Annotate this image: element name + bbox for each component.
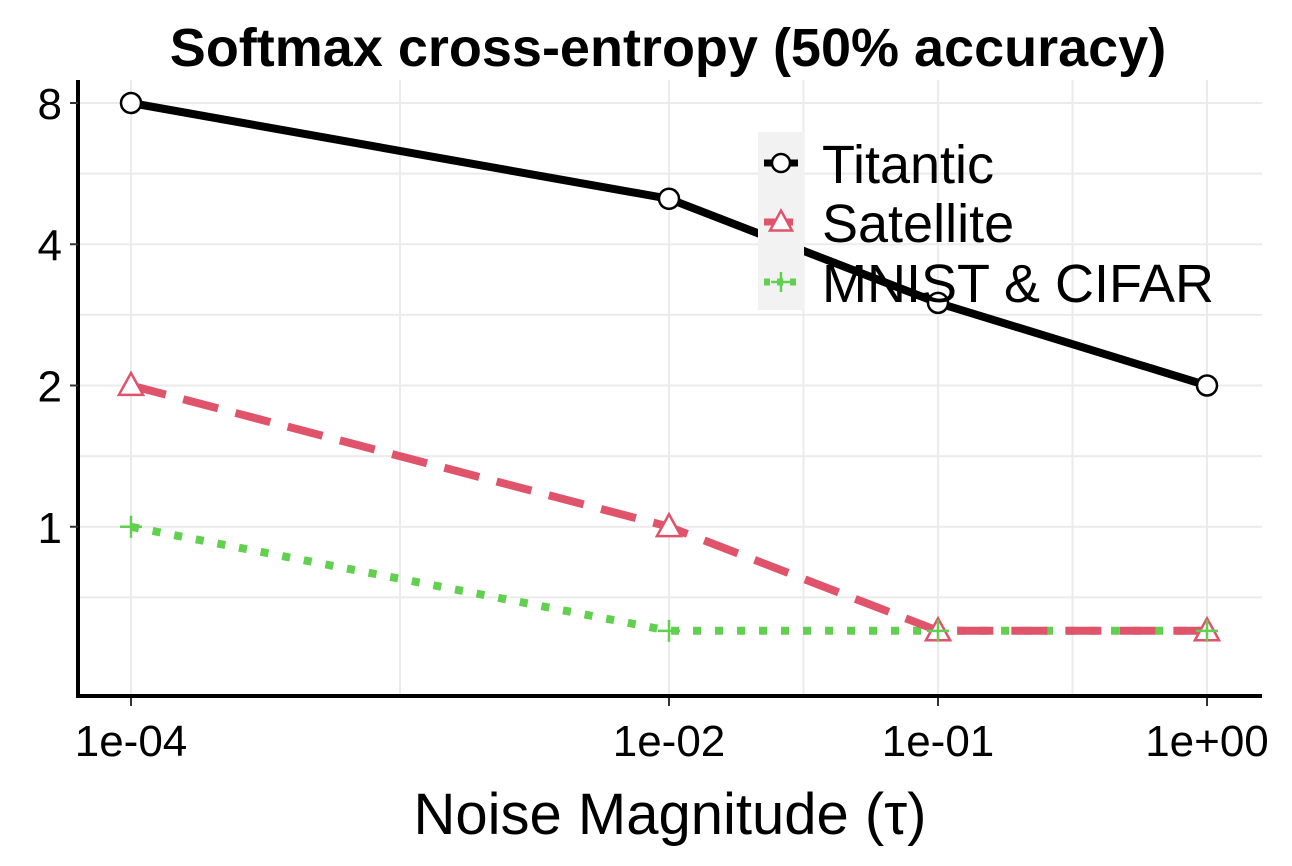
legend-label: Satellite — [822, 194, 1014, 254]
y-ticks: 1 2 4 8 — [38, 80, 78, 553]
x-tick-label: 1e-02 — [613, 717, 726, 766]
x-tick-label: 1e+00 — [1145, 717, 1269, 766]
x-tick-label: 1e-04 — [75, 717, 188, 766]
series-markers — [116, 91, 1222, 642]
data-point — [927, 619, 949, 642]
data-point — [1196, 619, 1218, 642]
data-point — [654, 511, 684, 538]
data-point — [658, 619, 680, 642]
legend-key-marker — [767, 208, 795, 232]
axes — [76, 80, 1262, 698]
grid-lines — [78, 80, 1262, 696]
data-point — [926, 291, 950, 315]
chart-title: Softmax cross-entropy (50% accuracy) — [170, 18, 1166, 78]
legend-label: Titantic — [822, 135, 994, 195]
x-tick-label: 1e-01 — [882, 717, 995, 766]
y-tick-label: 8 — [38, 80, 62, 129]
y-tick-label: 2 — [38, 363, 62, 412]
series-line-satellite — [129, 381, 1207, 635]
data-point — [657, 187, 681, 211]
legend-key-marker — [770, 152, 792, 174]
y-tick-label: 4 — [38, 221, 62, 270]
legend-label: MNIST & CIFAR — [822, 254, 1214, 314]
y-tick-label: 1 — [38, 504, 62, 553]
data-point — [119, 91, 143, 115]
data-point — [116, 370, 146, 397]
data-point — [1195, 374, 1219, 397]
legend-key-marker — [771, 272, 791, 292]
data-point — [120, 515, 142, 538]
x-ticks: 1e-04 1e-02 1e-01 1e+00 — [75, 698, 1269, 766]
x-axis-label: Noise Magnitude (τ) — [414, 782, 927, 847]
